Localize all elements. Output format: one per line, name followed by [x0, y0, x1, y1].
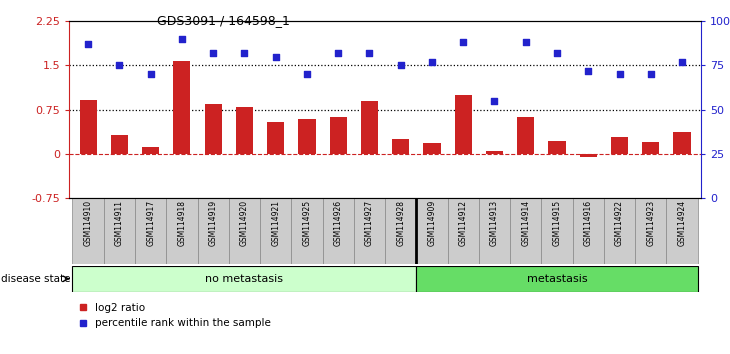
Bar: [674, 132, 691, 154]
Text: GSM114921: GSM114921: [271, 200, 280, 246]
Bar: [604, 198, 635, 264]
Text: GSM114914: GSM114914: [521, 200, 530, 246]
Bar: [666, 198, 698, 264]
Point: [551, 50, 563, 56]
Bar: [236, 107, 253, 154]
Bar: [228, 198, 260, 264]
Point: [364, 50, 375, 56]
Text: GSM114922: GSM114922: [615, 200, 624, 246]
Bar: [542, 198, 572, 264]
Point: [114, 63, 126, 68]
Bar: [548, 141, 566, 154]
Text: GSM114910: GSM114910: [84, 200, 93, 246]
Point: [176, 36, 188, 42]
Bar: [416, 198, 447, 264]
Point: [488, 98, 500, 104]
Point: [270, 54, 282, 59]
Bar: [510, 198, 542, 264]
Legend: log2 ratio, percentile rank within the sample: log2 ratio, percentile rank within the s…: [74, 299, 275, 332]
Bar: [104, 198, 135, 264]
Point: [458, 40, 469, 45]
Text: GDS3091 / 164598_1: GDS3091 / 164598_1: [157, 14, 290, 27]
Bar: [447, 198, 479, 264]
Text: GSM114919: GSM114919: [209, 200, 218, 246]
Bar: [267, 121, 284, 154]
Text: GSM114924: GSM114924: [677, 200, 686, 246]
Bar: [479, 198, 510, 264]
Bar: [385, 198, 416, 264]
Bar: [291, 198, 323, 264]
Text: GSM114925: GSM114925: [302, 200, 312, 246]
Bar: [111, 135, 128, 154]
Point: [82, 41, 94, 47]
Point: [145, 72, 156, 77]
Text: GSM114916: GSM114916: [584, 200, 593, 246]
Text: GSM114917: GSM114917: [146, 200, 155, 246]
Bar: [72, 198, 104, 264]
Bar: [198, 198, 228, 264]
Bar: [299, 119, 315, 154]
Point: [676, 59, 688, 65]
Bar: [455, 95, 472, 154]
Bar: [166, 198, 198, 264]
Point: [332, 50, 344, 56]
Point: [426, 59, 438, 65]
Bar: [611, 137, 628, 154]
Bar: [392, 139, 410, 154]
Bar: [173, 61, 191, 154]
Point: [645, 72, 656, 77]
Point: [583, 68, 594, 74]
Text: metastasis: metastasis: [526, 274, 588, 284]
Bar: [416, 266, 698, 292]
Text: GSM114909: GSM114909: [428, 200, 437, 246]
Point: [614, 72, 626, 77]
Text: GSM114928: GSM114928: [396, 200, 405, 246]
Point: [239, 50, 250, 56]
Bar: [142, 147, 159, 154]
Point: [395, 63, 407, 68]
Text: GSM114918: GSM114918: [177, 200, 186, 246]
Bar: [361, 101, 378, 154]
Bar: [517, 118, 534, 154]
Text: GSM114912: GSM114912: [458, 200, 468, 246]
Bar: [580, 154, 597, 157]
Point: [301, 72, 312, 77]
Text: no metastasis: no metastasis: [205, 274, 283, 284]
Bar: [635, 198, 666, 264]
Text: GSM114913: GSM114913: [490, 200, 499, 246]
Point: [207, 50, 219, 56]
Text: disease state: disease state: [1, 274, 71, 284]
Bar: [354, 198, 385, 264]
Text: GSM114923: GSM114923: [646, 200, 656, 246]
Bar: [329, 118, 347, 154]
Text: GSM114911: GSM114911: [115, 200, 124, 246]
Bar: [642, 142, 659, 154]
Bar: [323, 198, 354, 264]
Bar: [260, 198, 291, 264]
Text: GSM114927: GSM114927: [365, 200, 374, 246]
Bar: [80, 100, 96, 154]
Bar: [423, 143, 441, 154]
Text: GSM114920: GSM114920: [240, 200, 249, 246]
Text: GSM114915: GSM114915: [553, 200, 561, 246]
Bar: [135, 198, 166, 264]
Bar: [486, 151, 503, 154]
Text: GSM114926: GSM114926: [334, 200, 342, 246]
Point: [520, 40, 531, 45]
Bar: [572, 198, 604, 264]
Bar: [204, 104, 222, 154]
Bar: [72, 266, 416, 292]
